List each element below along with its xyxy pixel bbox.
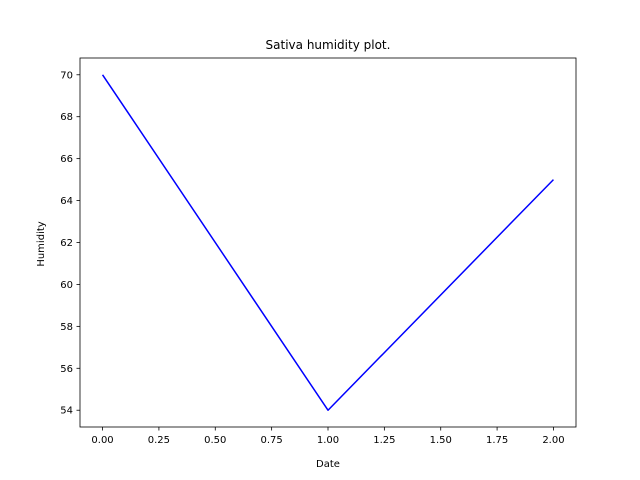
x-tick-label: 2.00 (542, 435, 564, 446)
axis-ticks: 0.00 0.25 0.50 0.75 1.00 1.25 1.50 1.75 2.00 54 56… (60, 70, 564, 446)
x-tick-label: 0.75 (261, 435, 283, 446)
x-tick-label: 1.75 (486, 435, 508, 446)
chart-title: Sativa humidity plot. (266, 38, 391, 52)
x-axis-label: Date (316, 459, 340, 470)
x-tick-label: 0.00 (91, 435, 113, 446)
x-tick-label: 0.50 (204, 435, 226, 446)
y-tick-label: 60 (60, 280, 73, 291)
x-tick-label: 0.25 (148, 435, 170, 446)
y-axis-label: Humidity (36, 221, 47, 266)
y-tick-label: 62 (60, 238, 73, 249)
y-tick-label: 56 (60, 364, 73, 375)
series-line-0 (101, 74, 554, 411)
y-tick-label: 64 (60, 196, 73, 207)
x-tick-label: 1.00 (317, 435, 339, 446)
x-tick-label: 1.50 (430, 435, 452, 446)
x-tick-label: 1.25 (373, 435, 395, 446)
y-tick-label: 68 (60, 112, 73, 123)
y-tick-label: 70 (60, 70, 73, 81)
y-tick-label: 58 (60, 322, 73, 333)
y-tick-label: 54 (60, 406, 73, 417)
y-tick-label: 66 (60, 154, 73, 165)
